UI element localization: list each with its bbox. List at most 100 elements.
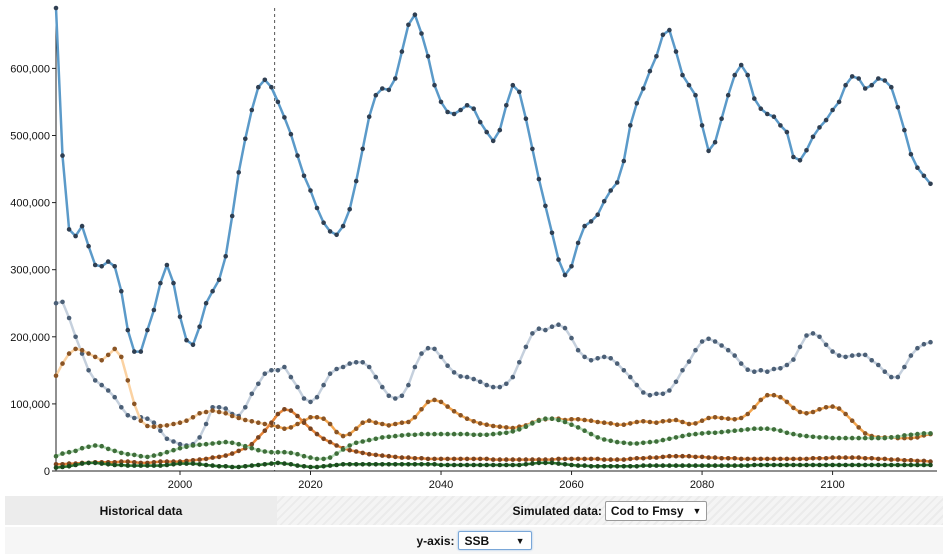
data-point [99,382,104,388]
data-point [595,464,600,469]
data-point [543,327,548,333]
data-point [347,462,353,467]
data-point [614,464,620,469]
data-point [282,426,287,432]
data-point [451,370,457,375]
data-point [105,352,111,358]
data-point [92,354,98,360]
data-point [784,456,790,462]
data-point [73,334,78,340]
data-point [843,411,848,417]
data-point [549,416,555,422]
data-point [712,463,718,468]
data-point [249,419,255,424]
data-point [184,418,189,424]
data-point [654,463,659,468]
data-point [438,462,444,468]
data-point [275,424,281,430]
data-point [92,262,98,268]
historical-data-label: Historical data [99,503,183,518]
historical-data-tab[interactable]: Historical data [5,496,277,525]
data-point [836,406,842,411]
data-point [517,89,522,95]
data-point [758,426,764,432]
data-point [667,388,672,393]
data-point [797,158,803,163]
data-point [308,188,313,193]
data-point [419,431,424,437]
data-point [105,462,111,467]
data-point [236,448,241,454]
data-point [908,458,914,463]
data-point [523,116,529,121]
data-point [928,459,933,464]
data-point [778,462,783,468]
data-point [243,136,248,142]
data-point [308,426,313,432]
data-point [366,418,372,424]
data-point [490,138,496,144]
data-point [151,463,157,468]
data-point [269,368,274,373]
data-point [569,422,574,428]
data-point [334,366,339,372]
data-point [915,462,920,468]
data-point [412,364,418,370]
data-point [321,456,326,462]
x-tick-label: 2080 [690,479,714,491]
data-point [79,461,85,466]
data-point [288,374,294,380]
data-point [823,342,829,348]
data-point [406,462,411,467]
data-point [641,86,646,91]
data-point [693,421,698,426]
data-point [569,264,574,269]
data-point [673,49,679,54]
data-point [216,454,222,460]
data-point [928,431,933,436]
data-point [791,154,796,160]
data-point [641,463,646,468]
data-point [203,421,209,427]
data-point [60,464,65,470]
simulated-data-panel: Simulated data: Cod to Fmsy ▼ [277,496,943,525]
data-point [216,464,222,469]
data-point [738,456,744,462]
data-point [484,432,490,438]
series-3 [53,346,933,441]
data-point [752,462,757,468]
data-point [504,462,509,468]
data-point [308,399,313,405]
data-point [752,405,757,410]
data-point [765,392,770,398]
data-point [366,114,372,119]
data-point [334,232,339,238]
data-point [373,452,379,458]
data-point [210,405,215,410]
data-point [889,84,894,90]
data-point [314,205,320,211]
data-point [269,84,274,90]
data-point [138,349,144,354]
simulated-data-select[interactable]: Cod to Fmsy ▼ [604,500,708,521]
data-point [112,394,117,400]
data-point [523,344,529,350]
data-point [504,381,509,387]
data-point [223,411,228,416]
data-point [490,457,496,462]
data-point [928,339,933,345]
data-point [856,76,861,81]
data-point [569,456,574,462]
data-point [732,417,737,422]
data-point [862,352,868,358]
data-point [660,419,666,424]
data-point [595,456,600,462]
data-point [699,123,705,128]
data-point [575,347,581,353]
data-point [262,462,268,467]
data-point [184,461,189,466]
data-point [145,327,150,333]
data-point [817,407,822,412]
data-point [928,181,933,187]
y-axis-select[interactable]: SSB ▼ [457,531,532,550]
